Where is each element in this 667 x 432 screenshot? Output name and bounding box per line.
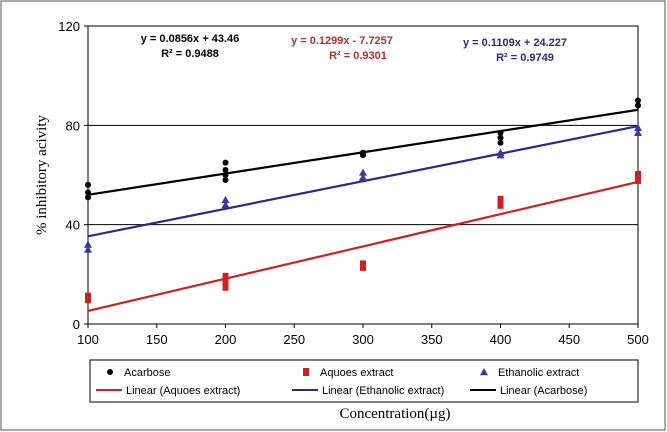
point-ethanolic-extract-4 (359, 173, 367, 181)
equation-2: y = 0.1299x - 7.7257 (291, 35, 393, 47)
point-acarbose-6 (222, 159, 229, 166)
x-tick-label-150: 150 (146, 332, 168, 347)
point-aquoes-extract-8 (497, 195, 504, 204)
x-axis-title: Concentration(µg) (339, 406, 450, 422)
point-acarbose-9 (497, 139, 504, 146)
y-tick-label-120: 120 (58, 19, 80, 34)
x-tick-label-450: 450 (558, 332, 580, 347)
point-ethanolic-extract-8 (634, 128, 642, 136)
equation-1: y = 0.0856x + 43.46 (141, 33, 239, 45)
point-aquoes-extract-2 (222, 282, 229, 291)
legend-label-2: Ethanolic extract (498, 367, 579, 379)
x-tick-label-500: 500 (627, 332, 649, 347)
point-acarbose-0 (85, 194, 91, 201)
point-ethanolic-extract-1 (84, 240, 92, 248)
point-acarbose-2 (85, 181, 91, 188)
point-ethanolic-extract-5 (359, 168, 367, 176)
r-squared-1: R² = 0.9488 (161, 48, 219, 60)
point-acarbose-13 (635, 97, 641, 104)
gridlines (88, 124, 638, 226)
point-ethanolic-extract-9 (634, 123, 642, 132)
trendline-linear-ethanolic-extract- (87, 125, 639, 238)
point-acarbose-5 (222, 167, 229, 174)
point-aquoes-extract-7 (497, 200, 504, 209)
legend-label-0: Acarbose (124, 367, 170, 379)
point-acarbose-3 (222, 176, 229, 183)
point-acarbose-8 (360, 149, 366, 156)
data-points (84, 97, 642, 304)
legend-box (89, 359, 639, 403)
x-tick-label-400: 400 (490, 332, 512, 347)
point-aquoes-extract-1 (85, 292, 91, 301)
trendline-linear-aquoes-extract- (87, 180, 639, 312)
y-tick-label-0: 0 (73, 317, 80, 332)
point-aquoes-extract-3 (222, 277, 229, 286)
axis-ticks: 100 150 200 250 300 350 400 450 500 0 40 80 120 (58, 19, 649, 347)
x-tick-label-250: 250 (283, 332, 305, 347)
point-acarbose-1 (85, 189, 91, 196)
legend-marker-2 (480, 368, 488, 376)
r-squared-2: R² = 0.9301 (329, 50, 387, 62)
legend-marker-1 (303, 368, 309, 376)
point-ethanolic-extract-7 (496, 148, 505, 156)
point-aquoes-extract-6 (360, 260, 366, 269)
x-tick-label-200: 200 (215, 332, 237, 347)
legend-trend-label-1: Linear (Ethanolic extract) (322, 385, 444, 397)
legend-trend-label-2: Linear (Acarbose) (500, 385, 587, 397)
point-aquoes-extract-10 (635, 171, 641, 179)
point-ethanolic-extract-0 (84, 245, 92, 253)
y-tick-label-80: 80 (66, 118, 80, 133)
y-axis-title: % inhibitory acivity (34, 115, 50, 235)
x-tick-label-350: 350 (421, 332, 443, 347)
point-ethanolic-extract-2 (221, 200, 230, 208)
point-aquoes-extract-9 (635, 175, 641, 184)
point-ethanolic-extract-3 (221, 195, 230, 204)
point-aquoes-extract-4 (222, 272, 229, 281)
y-tick-label-40: 40 (66, 218, 80, 233)
point-acarbose-12 (635, 102, 641, 109)
legend-label-1: Aquoes extract (320, 367, 393, 379)
point-acarbose-11 (497, 129, 504, 136)
x-tick-label-100: 100 (77, 332, 99, 347)
point-acarbose-4 (222, 172, 229, 178)
equation-labels: y = 0.0856x + 43.46 R² = 0.9488 y = 0.1299… (141, 33, 567, 64)
legend: Acarbose Aquoes extract Ethanolic extract L… (89, 359, 639, 403)
legend-marker-0 (107, 369, 113, 375)
equation-3: y = 0.1109x + 24.227 (463, 37, 567, 49)
point-acarbose-10 (497, 134, 504, 141)
x-tick-label-300: 300 (352, 332, 374, 347)
r-squared-3: R² = 0.9749 (496, 52, 554, 64)
legend-trend-label-0: Linear (Aquoes extract) (126, 385, 240, 397)
